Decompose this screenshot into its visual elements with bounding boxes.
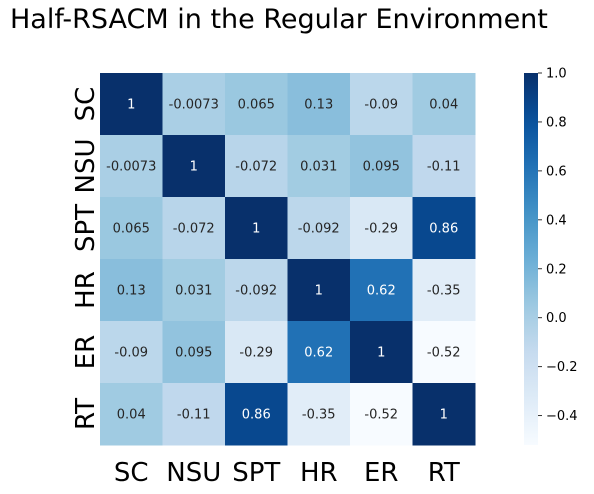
- cell-value-label: -0.0073: [169, 98, 219, 113]
- cell-value-label: -0.35: [427, 284, 461, 299]
- heatmap-cell: [412, 321, 476, 384]
- colorbar-tick-label: −0.2: [546, 360, 578, 375]
- heatmap-cell: [162, 321, 226, 384]
- heatmap-cell: [287, 73, 351, 136]
- colorbar-tick-label: 0.4: [546, 213, 567, 228]
- heatmap-cell: [287, 259, 351, 322]
- y-tick-label: SPT: [71, 204, 101, 252]
- y-tick-label: HR: [71, 271, 101, 309]
- heatmap-cell: [350, 383, 413, 446]
- heatmap-cell: [287, 197, 351, 260]
- cell-value-label: 1: [127, 98, 135, 113]
- cell-value-label: -0.11: [427, 160, 461, 175]
- heatmap-cell: [287, 321, 351, 384]
- heatmap-cell: [162, 135, 226, 198]
- cell-value-label: -0.092: [235, 284, 277, 299]
- cell-value-label: 1: [377, 346, 385, 361]
- heatmap-cell: [225, 197, 288, 260]
- cell-value-label: 0.62: [304, 346, 333, 361]
- heatmap-cell: [225, 383, 288, 446]
- y-tick-label: SC: [71, 87, 101, 122]
- heatmap-cell: [162, 383, 226, 446]
- heatmap-cell: [412, 135, 476, 198]
- cell-value-label: -0.52: [364, 408, 398, 423]
- colorbar-gradient: [524, 73, 538, 445]
- heatmap-cell: [225, 259, 288, 322]
- cell-value-label: -0.29: [239, 346, 273, 361]
- heatmap-cells: 1 -0.0073 0.065 0.13 -0.09 0.04 -0.0073 1 -0.072…: [100, 73, 476, 446]
- x-tick-label: SC: [114, 458, 149, 488]
- cell-value-label: 0.031: [175, 284, 212, 299]
- cell-value-label: -0.072: [173, 222, 215, 237]
- y-tick-label: ER: [71, 335, 101, 370]
- cell-value-label: 0.86: [242, 408, 271, 423]
- x-tick-labels: SC NSU SPT HR ER RT: [114, 458, 460, 488]
- heatmap-cell: [287, 135, 351, 198]
- cell-value-label: 0.62: [367, 284, 396, 299]
- cell-value-label: 1: [315, 284, 323, 299]
- cell-value-label: -0.09: [114, 346, 148, 361]
- heatmap-cell: [225, 135, 288, 198]
- colorbar-tick-label: 0.6: [546, 164, 567, 179]
- heatmap-cell: [162, 259, 226, 322]
- x-tick-label: HR: [300, 458, 338, 488]
- cell-value-label: -0.072: [235, 160, 277, 175]
- cell-value-label: -0.09: [364, 98, 398, 113]
- heatmap-cell: [100, 321, 163, 384]
- heatmap-cell: [100, 383, 163, 446]
- cell-value-label: -0.11: [177, 408, 211, 423]
- cell-value-label: 0.095: [363, 160, 400, 175]
- heatmap-cell: [412, 197, 476, 260]
- cell-value-label: 0.031: [300, 160, 337, 175]
- heatmap-cell: [225, 73, 288, 136]
- chart-title: Half-RSACM in the Regular Environment: [10, 4, 548, 35]
- heatmap-cell: [350, 259, 413, 322]
- colorbar-tick-label: 0.8: [546, 115, 567, 130]
- heatmap-cell: [350, 197, 413, 260]
- cell-value-label: 1: [440, 408, 448, 423]
- x-tick-label: NSU: [166, 458, 221, 488]
- x-tick-label: RT: [428, 458, 460, 488]
- y-tick-labels: SC NSU SPT HR ER RT: [71, 87, 101, 430]
- colorbar-tick-label: 1.0: [546, 67, 567, 82]
- heatmap-cell: [100, 197, 163, 260]
- heatmap-cell: [350, 135, 413, 198]
- cell-value-label: -0.35: [302, 408, 336, 423]
- cell-value-label: 0.04: [429, 98, 458, 113]
- heatmap-cell: [287, 383, 351, 446]
- heatmap-cell: [412, 259, 476, 322]
- colorbar-tick-label: −0.4: [546, 409, 578, 424]
- cell-value-label: 0.13: [304, 98, 333, 113]
- heatmap-cell: [100, 259, 163, 322]
- cell-value-label: -0.092: [298, 222, 340, 237]
- heatmap-cell: [100, 135, 163, 198]
- x-tick-label: ER: [364, 458, 399, 488]
- y-tick-label: RT: [71, 398, 101, 430]
- heatmap-cell: [350, 73, 413, 136]
- cell-value-label: 0.13: [117, 284, 146, 299]
- heatmap-cell: [350, 321, 413, 384]
- cell-value-label: 0.065: [238, 98, 275, 113]
- colorbar-tick-label: 0.0: [546, 311, 567, 326]
- cell-value-label: 0.065: [113, 222, 150, 237]
- cell-value-label: -0.52: [427, 346, 461, 361]
- y-tick-label: NSU: [71, 139, 101, 194]
- cell-value-label: 0.04: [117, 408, 146, 423]
- colorbar-tick-label: 0.2: [546, 262, 567, 277]
- cell-value-label: -0.29: [364, 222, 398, 237]
- heatmap-cell: [225, 321, 288, 384]
- cell-value-label: -0.0073: [106, 160, 156, 175]
- x-tick-label: SPT: [232, 458, 280, 488]
- cell-value-label: 0.86: [429, 222, 458, 237]
- cell-value-label: 0.095: [175, 346, 212, 361]
- heatmap-cell: [412, 73, 476, 136]
- cell-value-label: 1: [190, 160, 198, 175]
- heatmap-cell: [162, 197, 226, 260]
- heatmap-cell: [162, 73, 226, 136]
- heatmap-cell: [100, 73, 163, 136]
- cell-value-label: 1: [252, 222, 260, 237]
- colorbar: −0.4 −0.2 0.0 0.2 0.4 0.6 0.8 1.0: [524, 67, 578, 445]
- heatmap-cell: [412, 383, 476, 446]
